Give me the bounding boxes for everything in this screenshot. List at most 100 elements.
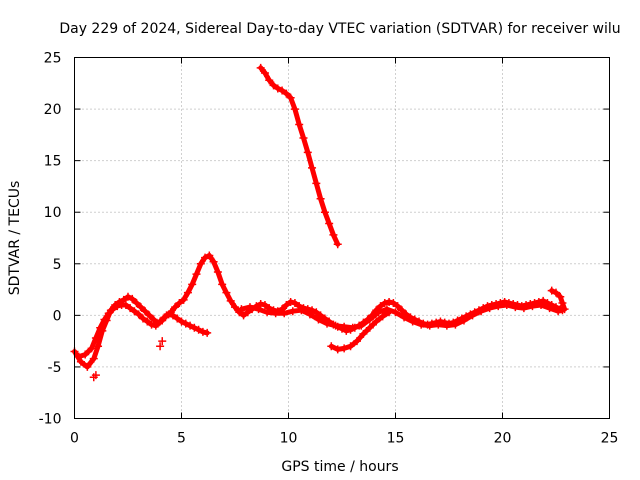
data-point bbox=[280, 309, 289, 318]
data-point bbox=[459, 316, 468, 325]
data-point bbox=[128, 294, 137, 303]
data-point bbox=[308, 163, 317, 172]
data-point bbox=[372, 317, 381, 326]
data-point bbox=[132, 298, 141, 307]
data-point bbox=[442, 321, 451, 330]
data-point bbox=[290, 105, 299, 114]
data-point bbox=[190, 323, 199, 332]
data-point bbox=[151, 321, 160, 330]
data-point bbox=[91, 371, 100, 380]
y-tick-label: 15 bbox=[44, 154, 62, 170]
data-point bbox=[316, 194, 325, 203]
data-point bbox=[376, 302, 385, 311]
data-point bbox=[256, 63, 265, 72]
data-point bbox=[333, 345, 342, 354]
data-point bbox=[141, 307, 150, 316]
data-point bbox=[340, 344, 349, 353]
x-axis-label: GPS time / hours bbox=[281, 459, 398, 475]
data-series bbox=[70, 63, 569, 382]
data-point bbox=[295, 120, 304, 129]
data-point bbox=[329, 230, 338, 239]
data-point bbox=[271, 309, 280, 318]
data-point bbox=[136, 303, 145, 312]
data-point bbox=[519, 304, 528, 313]
series-late-spur bbox=[547, 286, 569, 314]
data-point bbox=[286, 93, 295, 102]
data-point bbox=[145, 311, 154, 320]
data-point bbox=[385, 308, 394, 317]
data-point bbox=[348, 323, 357, 332]
data-point bbox=[245, 303, 254, 312]
data-point bbox=[312, 308, 321, 317]
data-point bbox=[91, 334, 100, 343]
data-point bbox=[468, 311, 477, 320]
y-tick-label: 10 bbox=[44, 205, 62, 221]
data-point bbox=[485, 304, 494, 313]
series-isolated-points bbox=[89, 337, 167, 382]
data-point bbox=[239, 311, 248, 320]
series-evening-track bbox=[237, 301, 567, 332]
data-point bbox=[181, 319, 190, 328]
data-point bbox=[192, 270, 201, 279]
data-point bbox=[209, 257, 218, 266]
data-point bbox=[87, 344, 96, 353]
data-point bbox=[365, 315, 374, 324]
data-point bbox=[400, 313, 409, 322]
x-tick-label: 25 bbox=[601, 431, 619, 447]
data-point bbox=[325, 219, 334, 228]
data-point bbox=[113, 302, 122, 311]
data-point bbox=[320, 208, 329, 217]
x-tick-label: 10 bbox=[280, 431, 298, 447]
chart-title: Day 229 of 2024, Sidereal Day-to-day VTE… bbox=[59, 21, 620, 37]
data-point bbox=[273, 84, 282, 93]
data-point bbox=[179, 295, 188, 304]
y-tick-label: 25 bbox=[44, 51, 62, 67]
data-point bbox=[331, 321, 340, 330]
data-point bbox=[156, 317, 165, 326]
data-point bbox=[74, 352, 83, 361]
data-point bbox=[323, 319, 332, 328]
data-point bbox=[81, 350, 90, 359]
data-point bbox=[545, 304, 554, 313]
data-point bbox=[263, 308, 272, 317]
data-point bbox=[222, 288, 231, 297]
data-point bbox=[237, 305, 246, 314]
data-point bbox=[547, 286, 556, 295]
data-point bbox=[397, 306, 406, 315]
data-point bbox=[171, 303, 180, 312]
data-point bbox=[278, 86, 287, 95]
x-tick-labels: 0 5 10 15 20 25 bbox=[70, 431, 618, 447]
data-point bbox=[138, 314, 147, 323]
data-point bbox=[194, 325, 203, 334]
data-point bbox=[130, 307, 139, 316]
data-point bbox=[124, 292, 132, 301]
data-point bbox=[213, 268, 222, 277]
data-point bbox=[380, 298, 389, 307]
data-point bbox=[425, 321, 434, 330]
x-tick-label: 20 bbox=[494, 431, 512, 447]
data-point bbox=[134, 310, 143, 319]
data-point bbox=[560, 305, 569, 314]
y-tick-label: 20 bbox=[44, 102, 62, 118]
data-point bbox=[451, 320, 460, 329]
data-point bbox=[158, 337, 167, 346]
plot-frame bbox=[74, 57, 610, 419]
data-point bbox=[188, 280, 197, 289]
data-point bbox=[477, 307, 486, 316]
data-point bbox=[359, 329, 368, 338]
data-point bbox=[96, 323, 105, 332]
data-point bbox=[175, 298, 184, 307]
x-tick-label: 0 bbox=[70, 431, 79, 447]
data-point bbox=[303, 148, 312, 157]
data-point bbox=[327, 342, 336, 351]
data-point bbox=[147, 320, 156, 329]
data-point bbox=[502, 301, 511, 310]
data-point bbox=[121, 301, 130, 310]
data-point bbox=[100, 315, 109, 324]
data-point bbox=[76, 357, 85, 366]
x-tick-label: 15 bbox=[387, 431, 405, 447]
data-point bbox=[260, 301, 269, 310]
data-point bbox=[288, 307, 297, 316]
data-point bbox=[203, 328, 212, 337]
data-point bbox=[282, 89, 291, 98]
